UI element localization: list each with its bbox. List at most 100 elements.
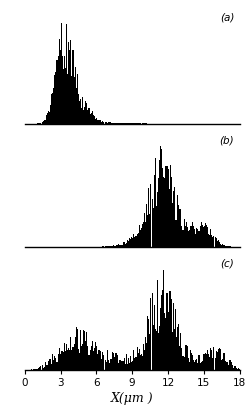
Bar xyxy=(90,115,91,124)
Bar xyxy=(155,159,156,247)
Bar xyxy=(93,116,94,124)
Bar xyxy=(34,369,35,370)
Bar xyxy=(138,233,139,247)
Bar xyxy=(44,120,45,124)
Bar xyxy=(127,364,128,370)
Bar xyxy=(126,355,127,370)
Bar xyxy=(148,189,149,247)
Bar xyxy=(163,270,164,370)
Bar xyxy=(144,214,145,247)
Bar xyxy=(223,245,224,247)
Bar xyxy=(138,353,139,370)
Bar xyxy=(204,227,205,247)
Bar xyxy=(206,225,207,247)
Bar xyxy=(205,223,206,247)
Bar xyxy=(82,344,83,370)
Bar xyxy=(159,160,160,247)
Bar xyxy=(60,355,61,370)
Bar xyxy=(35,369,36,370)
Bar xyxy=(97,121,98,124)
Bar xyxy=(221,245,222,247)
Bar xyxy=(117,355,118,370)
Bar xyxy=(220,244,221,247)
Bar xyxy=(195,234,196,247)
Bar xyxy=(162,290,163,370)
Bar xyxy=(112,352,113,370)
Bar xyxy=(55,358,57,370)
Bar xyxy=(113,246,114,247)
Bar xyxy=(200,363,201,370)
Bar xyxy=(64,343,65,370)
Bar xyxy=(45,120,46,124)
Bar xyxy=(38,368,39,370)
Bar xyxy=(57,362,58,370)
Bar xyxy=(54,76,55,124)
Bar xyxy=(134,237,135,247)
Bar xyxy=(202,226,203,247)
Bar xyxy=(179,210,180,247)
Bar xyxy=(118,363,120,370)
Bar xyxy=(42,122,44,124)
Bar xyxy=(79,102,80,124)
Bar xyxy=(139,225,140,247)
Bar xyxy=(122,361,123,370)
Bar xyxy=(236,368,237,370)
Bar xyxy=(42,368,44,370)
Bar xyxy=(105,362,107,370)
Bar xyxy=(164,313,165,370)
Bar xyxy=(86,332,87,370)
Bar xyxy=(226,362,227,370)
Bar xyxy=(66,344,67,370)
Bar xyxy=(64,56,65,124)
Bar xyxy=(204,354,205,370)
Bar xyxy=(101,122,102,124)
Bar xyxy=(203,227,204,247)
Bar xyxy=(237,369,238,370)
Bar xyxy=(51,364,52,370)
Bar xyxy=(218,240,219,247)
Bar xyxy=(92,112,93,124)
Bar xyxy=(155,329,156,370)
Bar xyxy=(92,341,93,370)
Bar xyxy=(50,106,51,124)
Bar xyxy=(74,344,75,370)
Bar xyxy=(33,369,34,370)
Bar xyxy=(140,230,141,247)
Bar xyxy=(232,366,233,370)
Bar xyxy=(120,361,121,370)
Bar xyxy=(184,220,185,247)
Bar xyxy=(90,350,91,370)
Bar xyxy=(117,246,118,247)
Bar xyxy=(148,319,149,370)
Bar xyxy=(199,355,200,370)
Bar xyxy=(219,243,220,247)
Bar xyxy=(213,348,214,370)
Bar xyxy=(52,94,53,124)
Bar xyxy=(166,167,167,247)
Bar xyxy=(158,179,159,247)
Bar xyxy=(83,111,84,124)
Text: (c): (c) xyxy=(221,258,234,268)
Bar xyxy=(176,220,177,247)
Bar xyxy=(193,360,194,370)
Bar xyxy=(136,357,137,370)
Bar xyxy=(98,350,99,370)
Bar xyxy=(219,348,220,370)
Bar xyxy=(129,238,130,247)
Bar xyxy=(78,95,79,124)
Bar xyxy=(49,113,50,124)
Bar xyxy=(133,235,134,247)
Bar xyxy=(116,353,117,370)
Bar xyxy=(88,109,90,124)
Bar xyxy=(208,234,209,247)
Bar xyxy=(61,351,62,370)
Bar xyxy=(79,353,80,370)
Bar xyxy=(111,246,112,247)
Bar xyxy=(108,123,109,124)
Bar xyxy=(183,356,184,370)
Bar xyxy=(132,361,133,370)
Bar xyxy=(109,363,110,370)
Bar xyxy=(131,238,132,247)
Bar xyxy=(62,57,63,124)
Bar xyxy=(197,363,199,370)
